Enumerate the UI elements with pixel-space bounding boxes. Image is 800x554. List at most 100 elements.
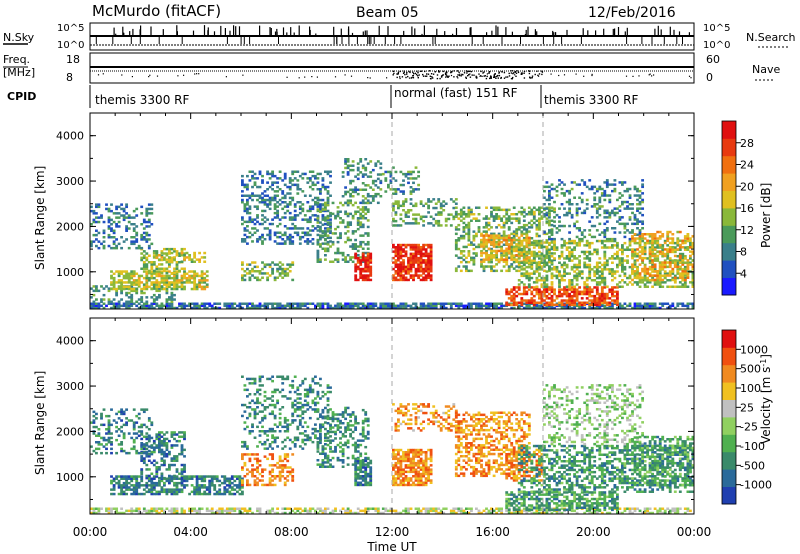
power-cell [112, 283, 116, 286]
power-cell [117, 300, 121, 303]
power-cell [268, 201, 272, 204]
power-cell [127, 304, 131, 308]
power-cell [636, 220, 639, 223]
power-cell [676, 255, 680, 258]
power-cell [344, 240, 348, 244]
power-cell [575, 213, 579, 217]
power-cell [397, 204, 400, 208]
power-cell [130, 276, 134, 280]
power-cell [560, 250, 564, 254]
power-cell [527, 263, 531, 266]
power-cell [434, 306, 438, 310]
power-cell [538, 294, 541, 298]
power-cell [548, 258, 551, 262]
power-cell [152, 306, 156, 310]
power-cell [465, 269, 468, 273]
power-cell [293, 302, 297, 305]
power-cell [618, 285, 622, 288]
power-cell [394, 213, 398, 216]
nave-dot [457, 77, 459, 79]
power-cell [107, 207, 111, 211]
power-cell [349, 192, 353, 196]
power-cell [273, 203, 277, 206]
power-cell [548, 216, 551, 219]
power-cell [130, 283, 134, 286]
power-cell [683, 283, 687, 286]
nave-dot [420, 70, 423, 72]
power-cell [351, 232, 355, 235]
power-cell [658, 281, 662, 284]
power-cell [643, 237, 647, 240]
power-cell [578, 301, 582, 304]
power-cell [656, 281, 660, 284]
power-cell [616, 257, 619, 260]
power-cell [593, 248, 597, 251]
power-cell [540, 294, 544, 298]
power-cell [590, 303, 594, 307]
power-cell [457, 217, 461, 220]
power-cell [319, 304, 322, 308]
power-cell [553, 237, 556, 241]
power-cell [543, 265, 546, 268]
power-cell [673, 279, 677, 282]
power-cell [462, 254, 466, 257]
power-cell [457, 247, 461, 251]
power-cell [107, 225, 111, 228]
power-cell [538, 219, 541, 222]
power-cell [251, 198, 254, 202]
power-cell [568, 189, 572, 193]
power-cell [160, 281, 164, 284]
power-cell [230, 306, 234, 310]
power-cell [548, 257, 551, 260]
power-cell [246, 194, 249, 197]
power-cell [130, 302, 134, 305]
power-cell [588, 246, 592, 249]
power-cell [452, 200, 456, 203]
beam-title: Beam 05 [356, 5, 419, 21]
power-cell [424, 254, 428, 258]
power-cell [173, 250, 176, 253]
power-cell [281, 216, 285, 219]
power-cell [691, 279, 695, 282]
power-cell [142, 265, 146, 268]
power-cell [102, 246, 106, 250]
power-cell [356, 245, 360, 248]
power-cell [346, 190, 350, 194]
power-cell [641, 276, 645, 279]
power-cell [497, 217, 501, 220]
power-cell [210, 306, 214, 310]
power-cell [392, 204, 395, 208]
power-cell [351, 195, 355, 198]
power-cell [120, 279, 124, 282]
power-cell [540, 304, 544, 308]
power-cell [331, 212, 335, 216]
power-cell [535, 288, 539, 291]
power-cell [638, 276, 642, 280]
power-cell [364, 265, 368, 269]
power-cell [291, 306, 295, 310]
power-cell [359, 274, 363, 277]
power-cell [432, 306, 436, 310]
power-cell [105, 207, 108, 211]
power-cell [525, 228, 529, 231]
power-cell [412, 306, 415, 310]
power-cell [261, 304, 264, 308]
power-cell [429, 276, 433, 279]
power-cell [419, 274, 423, 277]
power-cell [349, 179, 353, 183]
power-cell [399, 248, 403, 251]
power-cell [301, 218, 305, 221]
power-cell [515, 301, 519, 304]
power-cell [364, 261, 368, 264]
power-cell [517, 306, 521, 310]
nave-dot [426, 75, 428, 77]
power-cell [613, 231, 617, 234]
power-cell [366, 225, 370, 229]
power-cell [605, 246, 609, 249]
power-cell [616, 252, 619, 256]
power-cell [507, 215, 511, 218]
power-cell [641, 222, 645, 226]
nave-dot [316, 76, 318, 78]
power-cell [424, 274, 428, 277]
power-cell [598, 213, 602, 217]
